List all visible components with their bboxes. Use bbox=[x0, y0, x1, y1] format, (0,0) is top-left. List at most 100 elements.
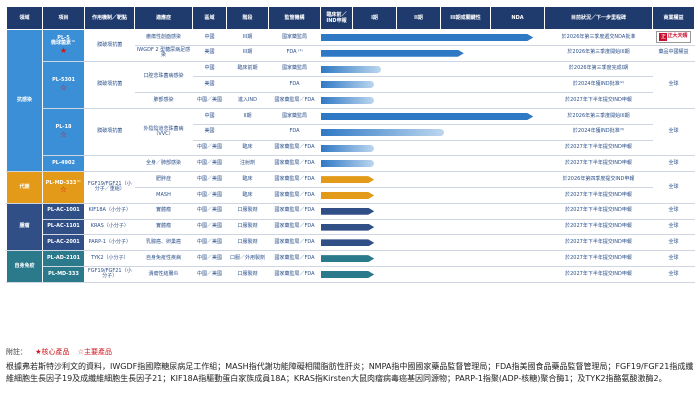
mechanism-cell: KIF18A（小分子） bbox=[84, 203, 135, 220]
product-name: PL-18 bbox=[55, 124, 72, 131]
reg-cell: 國家藥監局／FDA bbox=[268, 203, 321, 220]
product-name: PL-MD-333 bbox=[48, 270, 79, 277]
progress-cell bbox=[320, 250, 545, 267]
product-cell: PL-4902 bbox=[42, 155, 85, 173]
table-row: MASH 中國／美國 臨床 國家藥監局／FDA 於2027年下半年提交IND申報 bbox=[7, 187, 695, 204]
header-item: 項目 bbox=[42, 6, 85, 30]
region-cell: 美國 bbox=[192, 76, 227, 94]
region-cell: 中國／美國 bbox=[192, 171, 227, 188]
product-cell: PL-AC-1101 bbox=[42, 218, 85, 236]
table-row: 自身免疫 PL-AD-2101 TYK2（小分子） 自身免疫性疾病 中國／美國 口服／外用… bbox=[6, 250, 695, 283]
indication-cell: 乳腺癌、卵巢癌 bbox=[134, 234, 193, 252]
progress-cell bbox=[320, 92, 545, 109]
milestone-cell: 於2027年下半年提交IND申報 bbox=[544, 219, 653, 236]
product-name: PL-5 微球菌素™ bbox=[50, 34, 76, 47]
header-stage: 階段 bbox=[226, 6, 269, 30]
indication-cell: 實體瘤 bbox=[134, 219, 193, 236]
reg-cell: 國家藥監局／FDA bbox=[268, 155, 321, 173]
rights-cell: 全球 bbox=[652, 108, 695, 157]
partner-logo-mark-icon: 正 bbox=[659, 33, 668, 42]
stage-cell: 臨床 bbox=[226, 187, 269, 204]
reg-cell: 國家藥監局／FDA bbox=[268, 234, 321, 252]
indication-cell: 全身／肺部感染 bbox=[134, 155, 193, 173]
header-rights: 商業權益 bbox=[652, 6, 695, 30]
progress-bar bbox=[321, 50, 464, 57]
stage-cell: 口服製劑 bbox=[226, 219, 269, 236]
region-cell: 美國 bbox=[192, 124, 227, 141]
product-cell: PL-AD-2101 bbox=[42, 250, 85, 267]
stage-cell: 臨床 bbox=[226, 171, 269, 188]
progress-bar bbox=[320, 65, 381, 73]
header-regulator: 監管機構 bbox=[268, 6, 321, 30]
mechanism-cell: TYK2（小分子） bbox=[84, 250, 135, 267]
stage-cell: 口服製劑 bbox=[226, 203, 269, 220]
product-name: PL-MD-333™ bbox=[45, 179, 82, 186]
pipeline-body: 抗感染 PL-5 微球菌素™ ★ 膜破壞抗菌 瘡瘍性創面感染 中國 III期 國家藥監局 於20… bbox=[6, 28, 695, 283]
stage-cell: III期 bbox=[226, 29, 269, 46]
rights-cell: 藥品中國權益 bbox=[652, 45, 695, 62]
area-cell-meta: 代謝 bbox=[6, 171, 43, 204]
header-phase2: II期 bbox=[396, 6, 441, 30]
rights-cell: 全球 bbox=[652, 61, 695, 109]
milestone-cell: 於2027年下半年提交IND申報 bbox=[544, 92, 653, 109]
progress-bar bbox=[321, 224, 375, 231]
indication-cell: 肥胖症 bbox=[134, 171, 193, 188]
core-product-star-icon: ★ bbox=[59, 45, 68, 55]
product-cell: PL-MD-333 bbox=[42, 265, 85, 283]
table-row: IWGDF 2 型糖尿病足感染 美國 III期 FDA ⁽¹⁾ 於2026年第三季度開始… bbox=[7, 45, 695, 62]
reg-cell: 國家藥監局／FDA bbox=[268, 171, 321, 188]
progress-bar bbox=[321, 34, 534, 41]
mechanism-cell: 膜破壞抗菌 bbox=[84, 108, 135, 157]
progress-bar bbox=[320, 97, 375, 105]
progress-bar bbox=[320, 81, 375, 89]
milestone-cell: 於2026年第三季度開始III期 bbox=[544, 45, 653, 62]
mechanism-cell: FGF19/FGF21（小分子） bbox=[84, 266, 135, 283]
header-region: 區域 bbox=[192, 6, 227, 30]
table-row: PL-AC-2001 PARP-1（小分子） 乳腺癌、卵巢癌 中國／美國 口服製劑 國家藥… bbox=[7, 234, 695, 252]
milestone-cell: 於2026年第四季度提交IND申報 bbox=[544, 171, 653, 188]
table-header-row: 領域 項目 作用機制／靶點 適應症 區域 階段 監管機構 臨床前／IND申報 I… bbox=[6, 6, 695, 30]
milestone-cell: 於2027年下半年提交IND申報 bbox=[544, 234, 653, 252]
legend-label: 附註： bbox=[6, 348, 27, 356]
milestone-cell: 於2024年獲IND批准⁽³⁾ bbox=[544, 124, 653, 141]
progress-cell bbox=[320, 124, 545, 141]
table-row: PL-5301 ☆ 膜破壞抗菌 口腔念珠菌病感染 中國 臨床前期 國家藥監局 於2026年第三… bbox=[7, 60, 695, 109]
milestone-cell: 於2027年下半年提交IND申報 bbox=[544, 266, 653, 283]
region-cell: 中國／美國 bbox=[192, 155, 227, 173]
rights-cell: 全球 bbox=[652, 234, 695, 252]
reg-cell: FDA bbox=[268, 76, 321, 94]
region-cell: 中國 bbox=[192, 108, 227, 125]
header-mechanism: 作用機制／靶點 bbox=[84, 6, 135, 30]
indication-cell: 瘡瘍性創面感染 bbox=[134, 29, 193, 46]
milestone-cell: 於2026年第三季度遞交NDA批准 bbox=[544, 29, 653, 46]
progress-cell bbox=[320, 266, 545, 283]
reg-cell: FDA bbox=[268, 124, 321, 141]
stage-cell: III期 bbox=[226, 45, 269, 62]
indication-cell: 外陰陰道念珠菌病（VVC） bbox=[134, 108, 193, 157]
region-cell: 中國／美國 bbox=[192, 203, 227, 220]
mechanism-cell: PARP-1（小分子） bbox=[84, 234, 135, 252]
milestone-cell: 於2026年第三季度完成I期 bbox=[544, 61, 653, 78]
table-row: 美國 FDA 於2024年獲IND批准⁽³⁾ bbox=[7, 124, 695, 141]
progress-cell bbox=[320, 171, 545, 188]
table-row: 中國／美國 臨床 國家藥監局／FDA 於2027年下半年提交IND申報 bbox=[7, 140, 695, 157]
stage-cell bbox=[226, 76, 269, 94]
progress-bar bbox=[320, 160, 375, 168]
milestone-cell: 於2027年下半年提交IND申報 bbox=[544, 187, 653, 204]
rights-cell: 全球 bbox=[652, 203, 695, 220]
indication-cell: 自身免疫性疾病 bbox=[134, 250, 193, 267]
stage-cell: 口服製劑 bbox=[226, 234, 269, 252]
table-row: PL-AC-1101 KRAS（小分子） 實體瘤 中國／美國 口服製劑 國家藥監局／FDA… bbox=[7, 218, 695, 236]
progress-cell bbox=[320, 108, 545, 125]
legend-key-product: ☆主要產品 bbox=[77, 348, 113, 356]
product-cell: PL-MD-333™ ☆ bbox=[42, 171, 85, 204]
region-cell: 中國／美國 bbox=[192, 187, 227, 204]
progress-bar bbox=[321, 239, 375, 246]
progress-cell bbox=[320, 45, 545, 62]
progress-cell bbox=[320, 234, 545, 252]
region-cell: 中國 bbox=[192, 61, 227, 78]
product-cell: PL-5 微球菌素™ ★ bbox=[42, 29, 85, 62]
product-name: PL-AD-2101 bbox=[46, 254, 81, 261]
rights-cell: 全球 bbox=[652, 155, 695, 173]
header-ind: 臨床前／IND申報 bbox=[320, 6, 353, 30]
